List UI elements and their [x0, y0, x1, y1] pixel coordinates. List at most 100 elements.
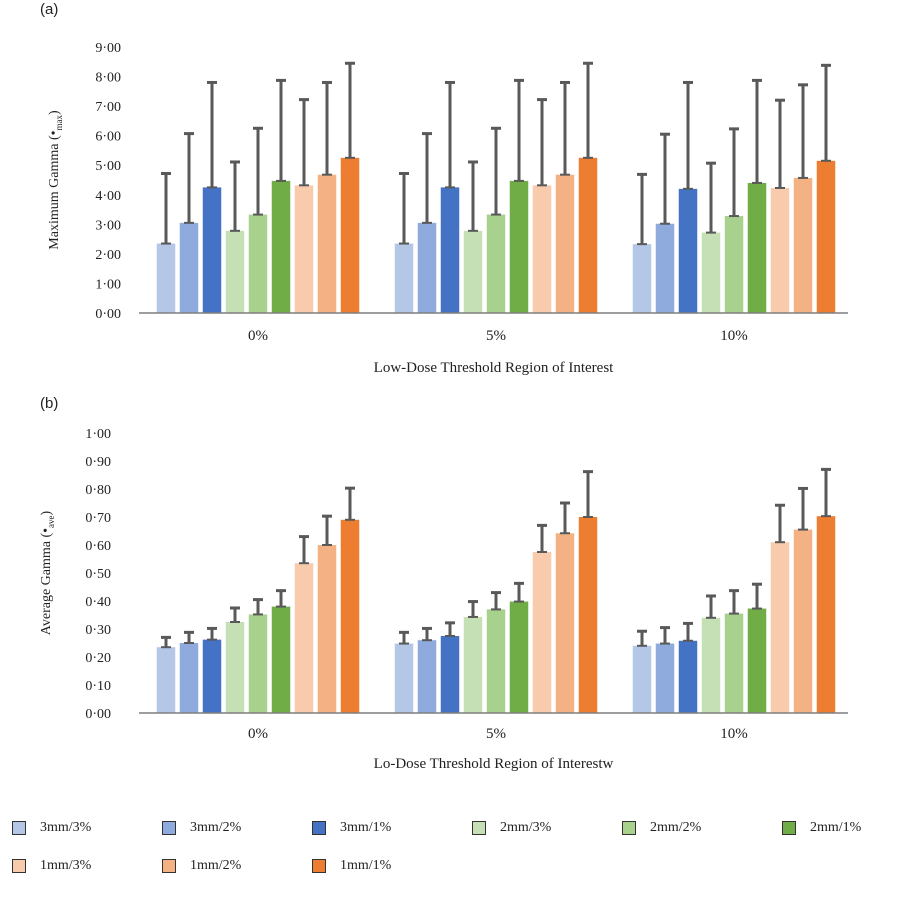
y-tick-label: 0·70 [85, 511, 111, 526]
bar [509, 180, 529, 313]
bar [678, 640, 698, 713]
legend-swatch [782, 821, 796, 835]
legend-label: 2mm/1% [810, 820, 862, 835]
bar [202, 639, 222, 713]
bar [747, 182, 767, 313]
bar [340, 519, 360, 713]
bar [317, 174, 337, 313]
bar [248, 614, 268, 713]
bar [632, 244, 652, 313]
bar [156, 647, 176, 713]
legend-label: 3mm/2% [190, 820, 242, 835]
bar [486, 609, 506, 713]
bar [417, 222, 437, 313]
y-tick-label: 8·00 [95, 71, 121, 86]
y-tick-label: 0·40 [85, 595, 111, 610]
bar [225, 622, 245, 713]
bar [417, 640, 437, 713]
y-tick-label: 4·00 [95, 189, 121, 204]
bar [678, 188, 698, 313]
legend: 3mm/3% 3mm/2% 3mm/1% 2mm/3% 2mm/2% 2mm/1% 1mm/… [0, 820, 913, 890]
bar [440, 187, 460, 313]
panel-label: (a) [40, 1, 58, 18]
bar [793, 177, 813, 313]
bar [701, 617, 721, 713]
legend-item: 2mm/2% [622, 820, 701, 836]
legend-swatch [472, 821, 486, 835]
bar [747, 608, 767, 713]
bar [156, 243, 176, 313]
x-axis-label: Low-Dose Threshold Region of Interest [374, 360, 615, 376]
bar [394, 643, 414, 713]
bar [202, 187, 222, 313]
bar [816, 160, 836, 313]
legend-item: 1mm/2% [162, 858, 241, 874]
y-tick-label: 0·00 [95, 307, 121, 322]
bar [655, 643, 675, 713]
legend-swatch [162, 821, 176, 835]
bar [793, 529, 813, 713]
y-tick-label: 6·00 [95, 130, 121, 145]
legend-swatch [12, 821, 26, 835]
legend-label: 1mm/1% [340, 858, 392, 873]
y-tick-label: 0·60 [85, 539, 111, 554]
bar [532, 552, 552, 713]
y-tick-label: 0·30 [85, 623, 111, 638]
x-tick-label: 0% [248, 328, 268, 344]
bar [179, 222, 199, 313]
legend-label: 2mm/2% [650, 820, 702, 835]
x-tick-label: 5% [486, 328, 506, 344]
y-tick-label: 0·20 [85, 651, 111, 666]
y-tick-label: 1·00 [85, 427, 111, 442]
x-tick-label: 10% [720, 726, 748, 742]
panel-label: (b) [40, 395, 58, 412]
y-tick-label: 0·90 [85, 455, 111, 470]
bar [394, 243, 414, 313]
y-tick-label: 0·80 [85, 483, 111, 498]
legend-item: 3mm/2% [162, 820, 241, 836]
x-tick-label: 10% [720, 328, 748, 344]
y-tick-label: 9·00 [95, 41, 121, 56]
bar [486, 214, 506, 313]
legend-label: 3mm/1% [340, 820, 392, 835]
x-tick-label: 0% [248, 726, 268, 742]
bar [532, 185, 552, 313]
bar [225, 230, 245, 313]
y-tick-label: 5·00 [95, 159, 121, 174]
legend-swatch [12, 859, 26, 873]
legend-item: 3mm/1% [312, 820, 391, 836]
legend-label: 1mm/3% [40, 858, 92, 873]
bar [578, 517, 598, 713]
legend-swatch [312, 859, 326, 873]
bar [816, 516, 836, 713]
bar [294, 563, 314, 713]
bar [271, 180, 291, 313]
y-tick-label: 1·00 [95, 277, 121, 292]
y-tick-label: 3·00 [95, 218, 121, 233]
bar [770, 187, 790, 313]
bar [440, 636, 460, 713]
bar [770, 542, 790, 713]
legend-item: 3mm/3% [12, 820, 91, 836]
bar [701, 232, 721, 313]
y-axis-label: Maximum Gamma (•max) [47, 110, 64, 250]
y-tick-label: 7·00 [95, 100, 121, 115]
figure-canvas: (a) 0·00 1·00 2·00 3·00 4·00 5·00 6·00 7·00 8·00 9… [39, 1, 848, 772]
bar [632, 645, 652, 713]
y-tick-label: 2·00 [95, 248, 121, 263]
bar [463, 230, 483, 313]
legend-item: 1mm/3% [12, 858, 91, 874]
legend-label: 3mm/3% [40, 820, 92, 835]
bar [317, 545, 337, 713]
bar [655, 223, 675, 313]
bar [248, 214, 268, 313]
bar [294, 185, 314, 313]
bar [509, 601, 529, 713]
bar [724, 613, 744, 713]
bar [578, 157, 598, 313]
y-tick-label: 0·00 [85, 707, 111, 722]
bar [463, 616, 483, 713]
legend-swatch [312, 821, 326, 835]
legend-label: 2mm/3% [500, 820, 552, 835]
legend-swatch [162, 859, 176, 873]
